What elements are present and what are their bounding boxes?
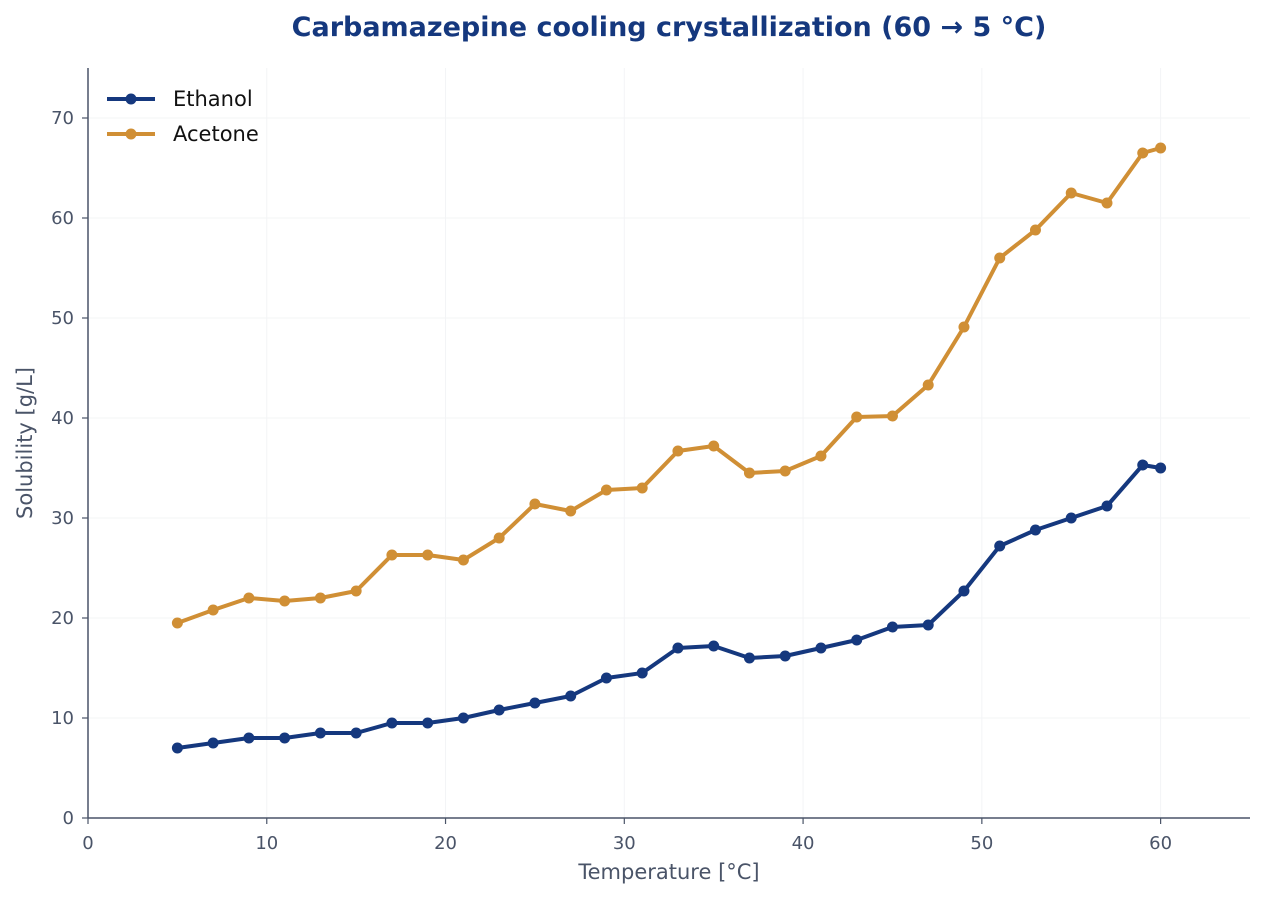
data-point-ethanol — [565, 690, 577, 702]
data-point-acetone — [1155, 142, 1167, 154]
y-tick-label: 70 — [51, 108, 74, 129]
data-point-acetone — [243, 592, 255, 604]
data-point-acetone — [672, 445, 684, 457]
data-point-ethanol — [743, 652, 755, 664]
data-point-acetone — [886, 410, 898, 422]
data-point-ethanol — [314, 727, 326, 739]
data-point-ethanol — [1137, 459, 1149, 471]
data-point-acetone — [314, 592, 326, 604]
data-point-ethanol — [922, 619, 934, 631]
axes — [82, 68, 1250, 824]
legend-item-ethanol: Ethanol — [107, 87, 253, 111]
data-point-acetone — [743, 467, 755, 479]
x-axis-label: Temperature [°C] — [577, 860, 759, 884]
tick-labels: 0 10 20 30 40 50 60 0 10 20 30 40 50 60 70 — [51, 108, 1172, 854]
data-point-ethanol — [636, 667, 648, 679]
y-tick-label: 50 — [51, 308, 74, 329]
data-point-ethanol — [815, 642, 827, 654]
data-point-ethanol — [1101, 500, 1113, 512]
x-tick-label: 20 — [434, 833, 457, 854]
x-tick-label: 0 — [82, 833, 93, 854]
chart-title: Carbamazepine cooling crystallization (6… — [292, 12, 1047, 43]
data-point-ethanol — [672, 642, 684, 654]
series-acetone — [171, 142, 1167, 629]
series-ethanol — [171, 459, 1167, 754]
data-point-acetone — [1029, 224, 1041, 236]
y-tick-label: 0 — [63, 808, 74, 829]
data-point-acetone — [207, 604, 219, 616]
legend: Ethanol Acetone — [107, 87, 259, 146]
data-point-ethanol — [279, 732, 291, 744]
data-point-acetone — [457, 554, 469, 566]
data-point-acetone — [636, 482, 648, 494]
data-point-ethanol — [708, 640, 720, 652]
x-tick-label: 30 — [613, 833, 636, 854]
data-point-ethanol — [851, 634, 863, 646]
data-point-acetone — [600, 484, 612, 496]
data-point-ethanol — [1065, 512, 1077, 524]
series-line-ethanol — [175, 463, 1163, 750]
data-point-acetone — [1101, 197, 1113, 209]
grid-lines — [88, 68, 1250, 818]
y-tick-label: 20 — [51, 608, 74, 629]
x-tick-label: 60 — [1149, 833, 1172, 854]
data-point-acetone — [994, 252, 1006, 264]
data-point-acetone — [565, 505, 577, 517]
data-point-acetone — [350, 585, 362, 597]
data-point-ethanol — [529, 697, 541, 709]
data-point-acetone — [529, 498, 541, 510]
legend-marker-ethanol — [125, 93, 137, 105]
data-point-acetone — [922, 379, 934, 391]
y-tick-label: 30 — [51, 508, 74, 529]
x-tick-label: 10 — [255, 833, 278, 854]
data-point-acetone — [708, 440, 720, 452]
data-point-ethanol — [1029, 524, 1041, 536]
data-point-acetone — [851, 411, 863, 423]
data-point-ethanol — [958, 585, 970, 597]
data-point-ethanol — [350, 727, 362, 739]
legend-item-acetone: Acetone — [107, 122, 259, 146]
data-point-ethanol — [422, 717, 434, 729]
data-point-ethanol — [1155, 462, 1167, 474]
series-line-acetone — [175, 146, 1163, 625]
data-point-ethanol — [493, 704, 505, 716]
y-axis-label: Solubility [g/L] — [13, 367, 37, 519]
x-tick-label: 50 — [970, 833, 993, 854]
data-point-acetone — [779, 465, 791, 477]
y-tick-label: 10 — [51, 708, 74, 729]
legend-marker-acetone — [125, 128, 137, 140]
y-tick-label: 60 — [51, 208, 74, 229]
data-point-acetone — [493, 532, 505, 544]
data-point-acetone — [422, 549, 434, 561]
data-point-ethanol — [886, 621, 898, 633]
data-point-ethanol — [457, 712, 469, 724]
data-point-ethanol — [994, 540, 1006, 552]
legend-label-acetone: Acetone — [173, 122, 259, 146]
data-point-ethanol — [386, 717, 398, 729]
data-point-ethanol — [243, 732, 255, 744]
data-point-acetone — [958, 321, 970, 333]
data-point-ethanol — [207, 737, 219, 749]
data-series — [171, 142, 1167, 754]
data-point-acetone — [386, 549, 398, 561]
data-point-ethanol — [779, 650, 791, 662]
x-tick-label: 40 — [792, 833, 815, 854]
data-point-acetone — [815, 450, 827, 462]
data-point-acetone — [171, 617, 183, 629]
legend-label-ethanol: Ethanol — [173, 87, 253, 111]
data-point-acetone — [1065, 187, 1077, 199]
data-point-acetone — [279, 595, 291, 607]
data-point-acetone — [1137, 147, 1149, 159]
data-point-ethanol — [171, 742, 183, 754]
data-point-ethanol — [600, 672, 612, 684]
y-tick-label: 40 — [51, 408, 74, 429]
